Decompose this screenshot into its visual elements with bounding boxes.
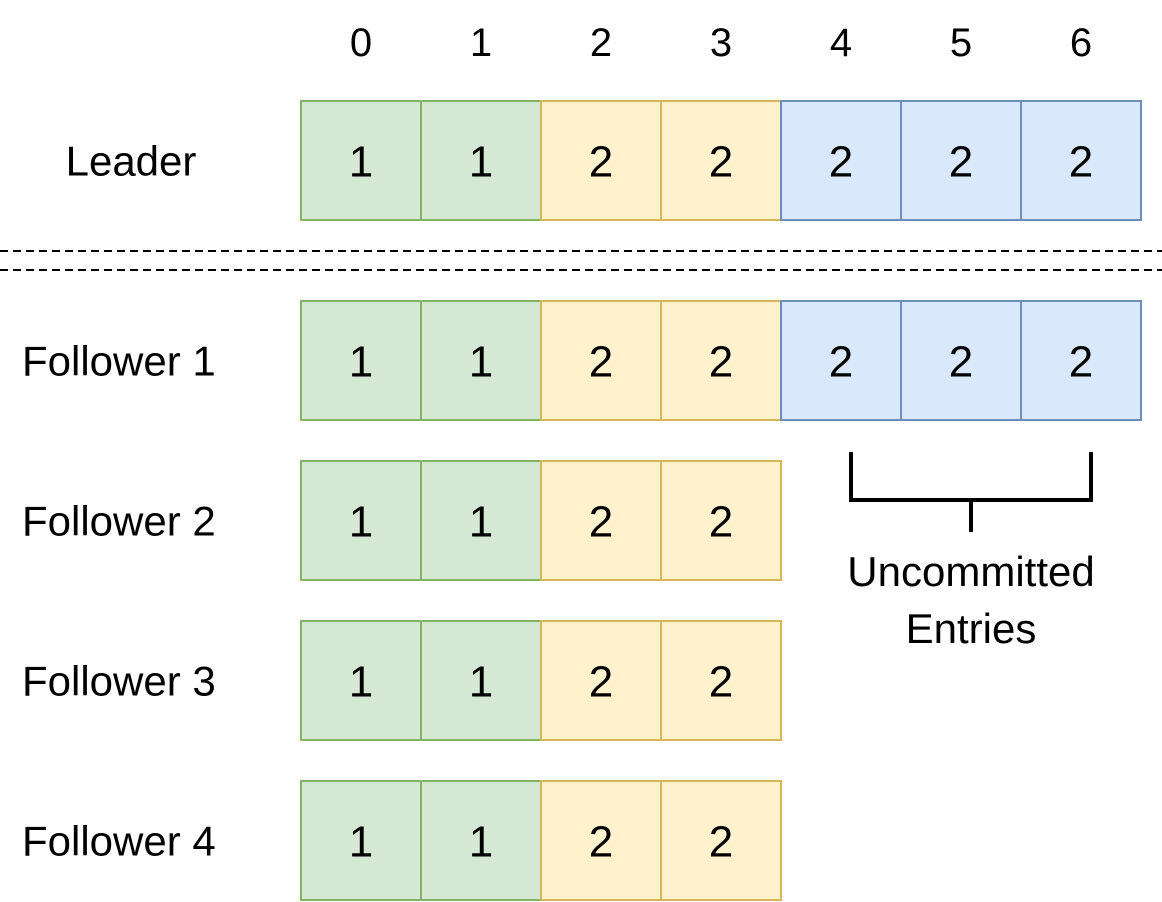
log-entry-cell-follower-3-0 xyxy=(300,620,422,741)
log-entry-cell-follower-4-0 xyxy=(300,780,422,901)
log-entry-term-leader-1: 1 xyxy=(469,138,493,187)
log-index-5: 5 xyxy=(950,21,972,65)
log-entry-term-leader-0: 1 xyxy=(349,138,373,187)
row-label-follower-4: Follower 4 xyxy=(22,818,216,865)
log-entry-term-follower-3-1: 1 xyxy=(469,658,493,707)
log-entry-term-follower-1-5: 2 xyxy=(949,338,973,387)
log-entry-cell-follower-1-4 xyxy=(780,300,902,421)
annotation-text-line2: Entries xyxy=(906,605,1037,652)
log-entry-term-follower-4-3: 2 xyxy=(709,818,733,867)
log-row-leader: Leader 1 1 2 2 2 2 2 xyxy=(66,100,1142,221)
log-entry-cell-follower-1-3 xyxy=(660,300,782,421)
log-entry-cell-follower-4-2 xyxy=(540,780,662,901)
log-entry-term-follower-4-2: 2 xyxy=(589,818,613,867)
log-entry-term-leader-5: 2 xyxy=(949,138,973,187)
uncommitted-bracket xyxy=(849,452,1093,532)
log-index-3: 3 xyxy=(710,21,732,65)
log-index-header: 0 1 2 3 4 5 6 xyxy=(350,21,1092,65)
log-entry-term-follower-1-2: 2 xyxy=(589,338,613,387)
log-entry-term-follower-3-0: 1 xyxy=(349,658,373,707)
log-entry-term-follower-1-6: 2 xyxy=(1069,338,1093,387)
log-entry-term-leader-6: 2 xyxy=(1069,138,1093,187)
row-label-follower-3: Follower 3 xyxy=(22,658,216,705)
log-row-follower-1: Follower 1 1 1 2 2 2 2 2 xyxy=(22,300,1142,421)
log-entry-term-leader-4: 2 xyxy=(829,138,853,187)
log-entry-cell-follower-2-0 xyxy=(300,460,422,581)
log-row-follower-4: Follower 4 1 1 2 2 xyxy=(22,780,782,901)
log-entry-term-follower-4-0: 1 xyxy=(349,818,373,867)
log-entry-cell-follower-3-2 xyxy=(540,620,662,741)
log-entry-cell-follower-1-6 xyxy=(1020,300,1142,421)
log-entry-term-follower-2-0: 1 xyxy=(349,498,373,547)
log-index-1: 1 xyxy=(470,21,492,65)
leader-follower-divider xyxy=(0,250,1162,271)
log-entry-cell-follower-2-2 xyxy=(540,460,662,581)
row-label-leader: Leader xyxy=(66,138,197,185)
log-entry-term-leader-2: 2 xyxy=(589,138,613,187)
log-row-follower-2: Follower 2 1 1 2 2 xyxy=(22,460,782,581)
annotation-text-line1: Uncommitted xyxy=(847,548,1094,595)
uncommitted-entries-annotation: Uncommitted Entries xyxy=(847,452,1095,652)
log-entry-term-follower-4-1: 1 xyxy=(469,818,493,867)
row-label-follower-1: Follower 1 xyxy=(22,338,216,385)
log-entry-term-follower-1-0: 1 xyxy=(349,338,373,387)
log-entry-cell-leader-0 xyxy=(300,100,422,221)
log-index-4: 4 xyxy=(830,21,852,65)
log-entry-cell-follower-3-1 xyxy=(420,620,542,741)
log-entry-cell-follower-3-3 xyxy=(660,620,782,741)
log-entry-cell-follower-2-3 xyxy=(660,460,782,581)
log-entry-cell-leader-6 xyxy=(1020,100,1142,221)
log-entry-cell-leader-5 xyxy=(900,100,1022,221)
log-row-follower-3: Follower 3 1 1 2 2 xyxy=(22,620,782,741)
log-entry-cell-leader-2 xyxy=(540,100,662,221)
log-entry-term-leader-3: 2 xyxy=(709,138,733,187)
row-label-follower-2: Follower 2 xyxy=(22,498,216,545)
log-entry-term-follower-2-3: 2 xyxy=(709,498,733,547)
log-index-2: 2 xyxy=(590,21,612,65)
log-entry-term-follower-3-2: 2 xyxy=(589,658,613,707)
log-entry-term-follower-1-1: 1 xyxy=(469,338,493,387)
log-entry-term-follower-2-2: 2 xyxy=(589,498,613,547)
log-entry-cell-follower-4-3 xyxy=(660,780,782,901)
log-index-0: 0 xyxy=(350,21,372,65)
log-entry-cell-follower-4-1 xyxy=(420,780,542,901)
log-index-6: 6 xyxy=(1070,21,1092,65)
log-entry-term-follower-3-3: 2 xyxy=(709,658,733,707)
log-entry-cell-follower-1-2 xyxy=(540,300,662,421)
log-entry-cell-follower-1-0 xyxy=(300,300,422,421)
log-entry-term-follower-2-1: 1 xyxy=(469,498,493,547)
log-entry-cell-leader-3 xyxy=(660,100,782,221)
log-entry-cell-follower-1-5 xyxy=(900,300,1022,421)
log-entry-cell-leader-4 xyxy=(780,100,902,221)
log-entry-term-follower-1-3: 2 xyxy=(709,338,733,387)
log-entry-term-follower-1-4: 2 xyxy=(829,338,853,387)
